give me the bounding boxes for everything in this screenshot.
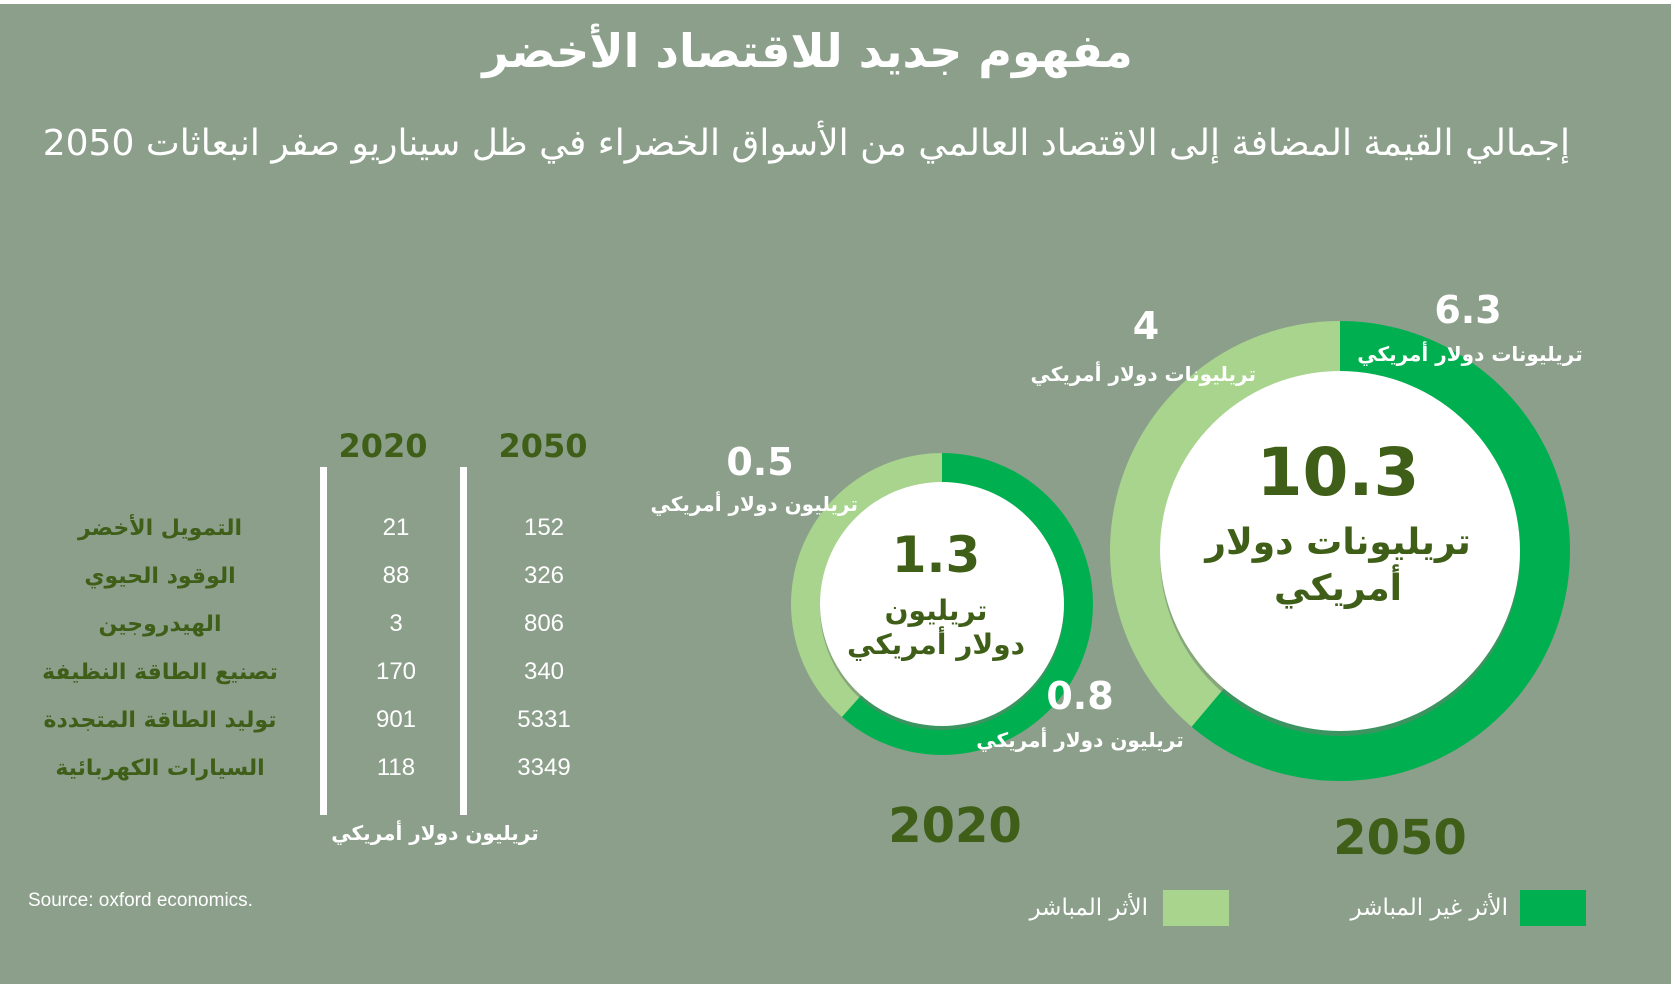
cell-2050: 3349 [517, 754, 571, 781]
cell-2020: 3 [389, 610, 403, 637]
cell-2050: 340 [523, 658, 565, 685]
page-subtitle: إجمالي القيمة المضافة إلى الاقتصاد العال… [42, 123, 1570, 164]
slice-unit-2050-direct: تريليونات دولار أمريكي [1030, 362, 1256, 386]
column-header-2050: 2050 [498, 427, 588, 465]
chart-total-unit-2020: تريليون دولار أمريكي [847, 594, 1025, 661]
table-unit-label: تريليون دولار أمريكي [331, 821, 539, 845]
legend-label-direct: الأثر المباشر [1029, 895, 1148, 921]
chart-total-2050: 10.3 [1256, 434, 1420, 511]
slice-unit-2020-indirect: تريليون دولار أمريكي [976, 728, 1184, 752]
legend-label-indirect: الأثر غير المباشر [1350, 895, 1509, 921]
cell-2020: 901 [375, 706, 417, 733]
row-label-green-finance: التمويل الأخضر [77, 516, 243, 541]
column-divider [460, 467, 467, 815]
row-label-clean-energy-manufacturing: تصنيع الطاقة النظيفة [42, 660, 278, 685]
legend-swatch-direct [1163, 890, 1229, 926]
slice-unit-2050-indirect: تريليونات دولار أمريكي [1357, 342, 1583, 366]
row-label-renewable-generation: توليد الطاقة المتجددة [43, 708, 277, 733]
slice-value-2020-indirect: 0.8 [1046, 674, 1114, 718]
cell-2020: 21 [382, 514, 410, 541]
infographic-panel: مفهوم جديد للاقتصاد الأخضر إجمالي القيمة… [0, 4, 1671, 984]
cell-2020: 88 [382, 562, 410, 589]
cell-2050: 806 [523, 610, 565, 637]
slice-value-2050-direct: 4 [1132, 304, 1160, 348]
page-title: مفهوم جديد للاقتصاد الأخضر [482, 24, 1133, 78]
slice-value-2020-direct: 0.5 [726, 440, 794, 484]
slice-value-2050-indirect: 6.3 [1434, 288, 1502, 332]
donut-hole-2020 [820, 482, 1064, 726]
legend-swatch-indirect [1520, 890, 1586, 926]
donut-charts [791, 320, 1571, 781]
cell-2050: 326 [523, 562, 565, 589]
slice-unit-2020-direct: تريليون دولار أمريكي [650, 492, 858, 516]
cell-2020: 118 [376, 754, 416, 781]
row-label-electric-vehicles: السيارات الكهربائية [55, 756, 265, 781]
cell-2020: 170 [375, 658, 417, 685]
chart-total-2020: 1.3 [891, 526, 981, 584]
row-label-biofuels: الوقود الحيوي [84, 564, 236, 589]
row-label-hydrogen: الهيدروجين [98, 612, 222, 637]
chart-year-2050: 2050 [1333, 810, 1467, 866]
cell-2050: 152 [523, 514, 565, 541]
column-header-2020: 2020 [338, 427, 428, 465]
source-note: Source: oxford economics. [28, 890, 253, 911]
chart-year-2020: 2020 [888, 798, 1022, 854]
column-divider [320, 467, 327, 815]
cell-2050: 5331 [517, 706, 571, 733]
chart-total-unit-2050: تريليونات دولار أمريكي [1205, 522, 1471, 609]
donut-hole-2050 [1160, 371, 1520, 731]
